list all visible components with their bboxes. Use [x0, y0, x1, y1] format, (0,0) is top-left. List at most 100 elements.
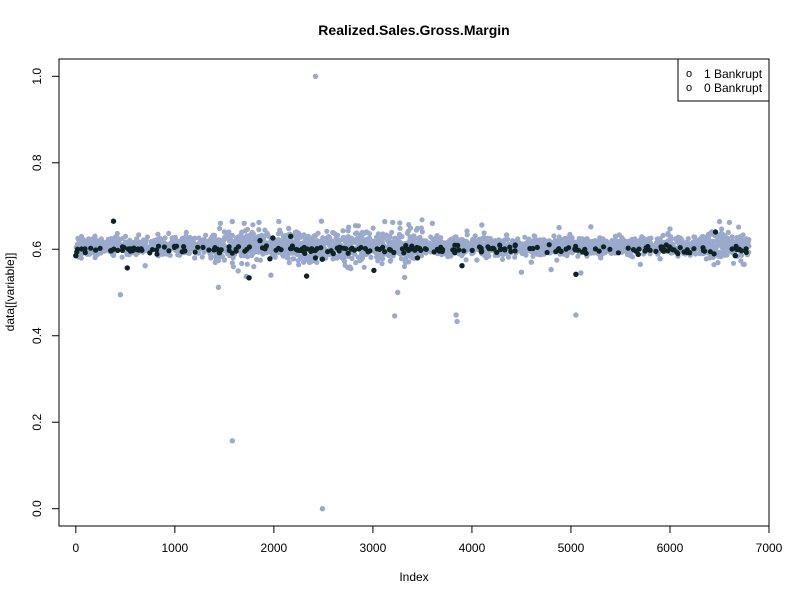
- chart-title: Realized.Sales.Gross.Margin: [318, 22, 509, 38]
- data-point: [534, 244, 540, 250]
- data-point: [469, 240, 475, 246]
- data-point: [278, 240, 284, 246]
- data-point: [732, 253, 738, 259]
- data-point: [410, 237, 416, 243]
- data-point: [368, 254, 374, 260]
- data-point: [390, 219, 396, 226]
- data-point: [340, 256, 346, 262]
- data-point: [136, 232, 142, 238]
- data-point: [369, 244, 375, 250]
- data-point: [301, 244, 307, 251]
- data-point: [439, 248, 445, 255]
- data-point: [658, 246, 665, 252]
- data-point: [166, 230, 172, 236]
- data-point: [715, 260, 721, 266]
- data-point: [485, 244, 491, 250]
- x-tick-label: 6000: [657, 541, 684, 555]
- data-point: [361, 264, 367, 270]
- data-point: [499, 256, 506, 262]
- data-point: [508, 248, 514, 254]
- data-point: [287, 246, 294, 252]
- data-point: [399, 246, 405, 252]
- data-point: [312, 232, 319, 238]
- y-axis-label: data[[variable]]: [3, 253, 17, 332]
- data-point: [303, 273, 310, 279]
- data-point: [630, 254, 636, 260]
- data-point: [692, 234, 698, 240]
- data-point: [728, 236, 734, 242]
- data-point: [397, 220, 403, 226]
- data-point: [401, 250, 407, 256]
- data-point: [584, 241, 590, 247]
- data-point: [671, 247, 677, 253]
- data-point: [133, 251, 139, 258]
- y-tick-label: 0.8: [30, 154, 44, 171]
- data-point: [330, 256, 336, 262]
- data-point: [142, 263, 148, 269]
- data-point: [393, 236, 399, 242]
- data-point: [715, 253, 722, 259]
- data-point: [398, 256, 404, 262]
- data-point: [479, 248, 485, 254]
- data-point: [522, 234, 528, 240]
- data-point: [192, 255, 198, 261]
- legend-symbol-1-bankrupt: o: [686, 68, 692, 80]
- data-point: [414, 225, 421, 232]
- data-point: [108, 248, 114, 254]
- data-point: [573, 312, 579, 318]
- data-point: [452, 250, 458, 256]
- data-point: [431, 242, 437, 248]
- data-point: [221, 257, 228, 263]
- data-point: [288, 233, 294, 239]
- data-point: [168, 240, 174, 246]
- data-point: [208, 252, 214, 258]
- data-point: [257, 237, 263, 244]
- data-point: [312, 73, 319, 80]
- data-point: [345, 228, 351, 234]
- data-point: [588, 224, 594, 230]
- data-point: [340, 228, 346, 234]
- data-point: [215, 284, 222, 290]
- data-point: [375, 231, 381, 237]
- data-point: [712, 229, 719, 235]
- data-point: [578, 270, 584, 276]
- data-point: [239, 229, 245, 235]
- data-point: [495, 237, 501, 243]
- data-point: [431, 249, 437, 255]
- data-point: [397, 239, 403, 245]
- data-point: [112, 234, 119, 240]
- data-point: [700, 247, 707, 254]
- data-point: [528, 259, 534, 265]
- data-point: [459, 263, 465, 269]
- data-point: [665, 248, 671, 254]
- data-point: [233, 248, 239, 254]
- data-point: [430, 236, 436, 242]
- data-point: [359, 229, 365, 235]
- data-point: [512, 254, 518, 260]
- data-point: [379, 261, 385, 267]
- data-point: [249, 229, 255, 235]
- data-point: [162, 235, 168, 241]
- data-point: [558, 240, 564, 247]
- legend-box: [677, 58, 770, 102]
- data-point: [74, 249, 80, 255]
- data-point: [533, 237, 540, 243]
- data-point: [741, 261, 747, 268]
- data-point: [275, 245, 282, 251]
- data-point: [463, 257, 469, 263]
- data-point: [181, 244, 187, 250]
- data-point: [345, 250, 351, 256]
- data-point: [485, 235, 491, 241]
- data-point: [216, 250, 223, 256]
- data-point: [313, 239, 320, 245]
- data-point: [497, 242, 503, 248]
- data-point: [552, 237, 558, 244]
- data-point: [548, 266, 554, 273]
- data-point: [94, 251, 100, 258]
- data-point: [286, 260, 292, 266]
- data-point: [676, 239, 682, 245]
- data-point: [179, 235, 186, 241]
- data-point: [619, 245, 625, 251]
- data-point: [519, 250, 525, 257]
